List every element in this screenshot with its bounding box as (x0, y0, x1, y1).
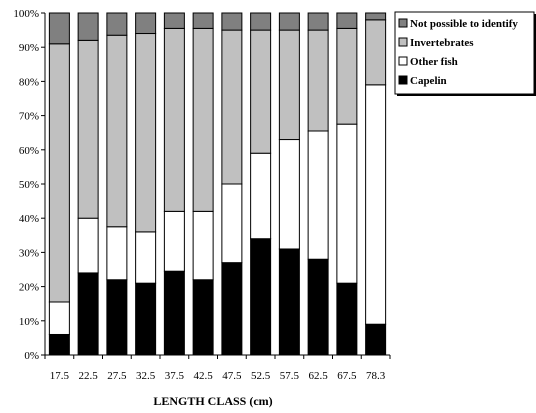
bar-segment-not-possible-to-identify (221, 12, 243, 31)
y-tick-label: 90% (19, 42, 39, 54)
bar-stack-42.5 (192, 12, 214, 356)
bar-stack-37.5 (163, 12, 185, 356)
bar-segment-not-possible-to-identify (307, 12, 329, 31)
legend-swatch (398, 18, 408, 28)
bar-segment-invertebrates (163, 27, 185, 212)
bar-segment-other-fish (250, 152, 272, 240)
bar-segment-other-fish (135, 231, 157, 284)
bar-stack-52.5 (250, 12, 272, 356)
y-tick-label: 100% (13, 8, 39, 20)
bar-segment-not-possible-to-identify (106, 12, 128, 36)
x-axis: 17.5 22.5 27.5 32.5 37.5 42.5 47.5 52.5 57.5 62.5… (44, 354, 391, 382)
y-tick-label: 60% (19, 145, 39, 157)
bar-segment-not-possible-to-identify (250, 12, 272, 31)
bar-segment-capelin (278, 248, 300, 356)
y-tick-label: 70% (19, 111, 39, 123)
bar-segment-capelin (365, 323, 387, 356)
legend: Not possible to identify Invertebrates Oth… (394, 11, 536, 96)
bar-segment-not-possible-to-identify (163, 12, 185, 29)
legend-swatch (398, 37, 408, 47)
bar-segment-other-fish (278, 139, 300, 250)
bar-segment-invertebrates (365, 19, 387, 86)
bar-segment-invertebrates (221, 29, 243, 185)
bar-segment-not-possible-to-identify (192, 12, 214, 29)
x-tick-label: 17.5 (50, 370, 70, 382)
bar-segment-not-possible-to-identify (135, 12, 157, 35)
bar-segment-capelin (77, 272, 99, 356)
y-tick-label: 0% (24, 350, 39, 362)
bar-segment-capelin (307, 258, 329, 356)
x-tick-label: 32.5 (136, 370, 156, 382)
bar-segment-not-possible-to-identify (365, 12, 387, 21)
bar-segment-capelin (336, 282, 358, 356)
x-tick-label: 62.5 (309, 370, 329, 382)
x-tick-label: 67.5 (337, 370, 357, 382)
bar-segment-capelin (135, 282, 157, 356)
bar-stack-32.5 (135, 12, 157, 356)
x-tick-label: 57.5 (280, 370, 300, 382)
bar-segment-not-possible-to-identify (77, 12, 99, 41)
bar-segment-other-fish (307, 130, 329, 260)
x-axis-title: LENGTH CLASS (cm) (153, 394, 272, 408)
bar-segment-invertebrates (336, 27, 358, 125)
bar-segment-invertebrates (192, 27, 214, 212)
bar-segment-capelin (221, 262, 243, 356)
x-tick-label: 47.5 (222, 370, 242, 382)
y-tick-label: 50% (19, 179, 39, 191)
bar-segment-other-fish (77, 217, 99, 274)
y-tick-label: 20% (19, 282, 39, 294)
bar-stack-22.5 (77, 12, 99, 356)
bars (48, 12, 387, 356)
bar-segment-capelin (106, 279, 128, 356)
bar-segment-other-fish (336, 123, 358, 284)
bar-segment-other-fish (221, 183, 243, 264)
legend-box (394, 11, 535, 95)
bar-stack-62.5 (307, 12, 329, 356)
y-tick-label: 80% (19, 76, 39, 88)
y-tick-label: 40% (19, 213, 39, 225)
bar-segment-capelin (192, 279, 214, 356)
bar-segment-invertebrates (135, 33, 157, 233)
bar-segment-invertebrates (77, 39, 99, 219)
bar-segment-other-fish (48, 301, 70, 335)
legend-label: Other fish (410, 56, 458, 68)
y-tick-label: 10% (19, 316, 39, 328)
bar-stack-47.5 (221, 12, 243, 356)
bar-stack-67.5 (336, 12, 358, 356)
y-axis: 0% 10% 20% 30% 40% 50% 60% 70% 80% 90% 100% (13, 8, 46, 362)
bar-stack-17.5 (48, 12, 70, 356)
bar-stack-27.5 (106, 12, 128, 356)
bar-segment-not-possible-to-identify (278, 12, 300, 31)
legend-swatch (398, 75, 408, 85)
bar-stack-57.5 (278, 12, 300, 356)
bar-segment-invertebrates (250, 29, 272, 154)
bar-stack-78.3 (365, 12, 387, 356)
bar-segment-not-possible-to-identify (48, 12, 70, 45)
bar-segment-capelin (250, 238, 272, 356)
y-tick-label: 30% (19, 247, 39, 259)
legend-swatch (398, 56, 408, 66)
legend-label: Not possible to identify (410, 18, 518, 30)
legend-label: Invertebrates (410, 37, 474, 49)
bar-segment-invertebrates (106, 34, 128, 228)
x-tick-label: 52.5 (251, 370, 271, 382)
x-tick-label: 22.5 (79, 370, 99, 382)
bar-segment-capelin (48, 333, 70, 356)
bar-segment-other-fish (192, 210, 214, 281)
x-tick-label: 78.3 (366, 370, 386, 382)
bar-segment-other-fish (365, 84, 387, 325)
x-tick-label: 27.5 (107, 370, 127, 382)
bar-segment-capelin (163, 270, 185, 356)
bar-segment-other-fish (163, 210, 185, 272)
legend-label: Capelin (410, 75, 447, 87)
bar-segment-invertebrates (278, 29, 300, 141)
bar-segment-not-possible-to-identify (336, 12, 358, 29)
x-tick-label: 42.5 (194, 370, 214, 382)
bar-segment-other-fish (106, 226, 128, 281)
bar-segment-invertebrates (48, 43, 70, 303)
bar-segment-invertebrates (307, 29, 329, 132)
x-tick-label: 37.5 (165, 370, 185, 382)
